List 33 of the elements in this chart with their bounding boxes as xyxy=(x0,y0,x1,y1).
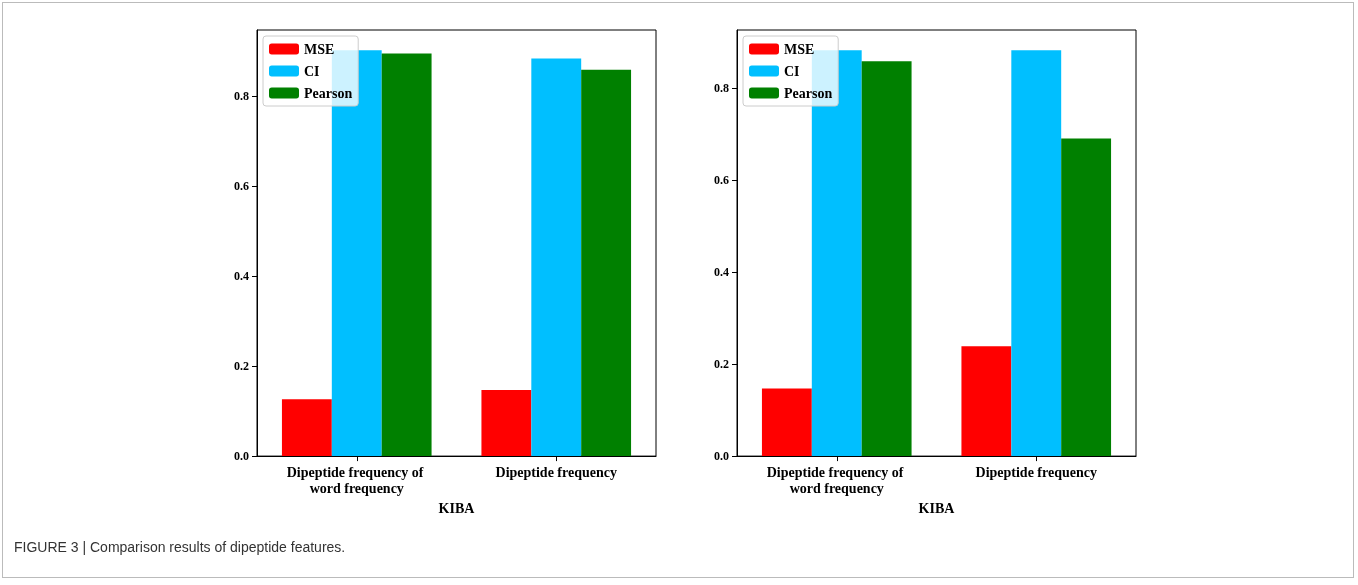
legend-label: Pearson xyxy=(304,85,353,101)
legend-label: MSE xyxy=(304,41,335,57)
y-tick-label: 0.2 xyxy=(234,359,249,374)
bar xyxy=(581,69,632,457)
bar xyxy=(761,388,812,457)
x-axis-title: KIBA xyxy=(918,500,956,516)
bar xyxy=(861,61,912,457)
bar xyxy=(1061,138,1112,457)
y-tick-label: 0.0 xyxy=(714,449,729,464)
y-tick-label: 0.4 xyxy=(234,268,249,283)
bar xyxy=(1011,50,1062,457)
bar xyxy=(281,399,332,457)
bar xyxy=(381,53,432,457)
legend-label: CI xyxy=(784,63,800,79)
x-tick-label: Dipeptide frequency of word frequency xyxy=(766,464,907,496)
y-tick-label: 0.4 xyxy=(714,265,729,280)
bar xyxy=(481,389,532,457)
y-tick-label: 0.6 xyxy=(714,173,729,188)
x-tick-label: Dipeptide frequency xyxy=(975,464,1097,480)
x-tick-label: Dipeptide frequency xyxy=(495,464,617,480)
x-tick-label: Dipeptide frequency of word frequency xyxy=(286,464,427,496)
y-tick-label: 0.0 xyxy=(234,449,249,464)
caption: FIGURE 3 | Comparison results of dipeptide features. xyxy=(14,539,346,555)
legend-label: MSE xyxy=(784,41,815,57)
legend-label: CI xyxy=(304,63,320,79)
legend-label: Pearson xyxy=(784,85,833,101)
bar xyxy=(961,346,1012,457)
y-tick-label: 0.2 xyxy=(714,357,729,372)
x-axis-title: KIBA xyxy=(438,500,476,516)
bar xyxy=(531,58,582,457)
y-tick-label: 0.6 xyxy=(234,178,249,193)
y-tick-label: 0.8 xyxy=(234,88,249,103)
y-tick-label: 0.8 xyxy=(714,81,729,96)
